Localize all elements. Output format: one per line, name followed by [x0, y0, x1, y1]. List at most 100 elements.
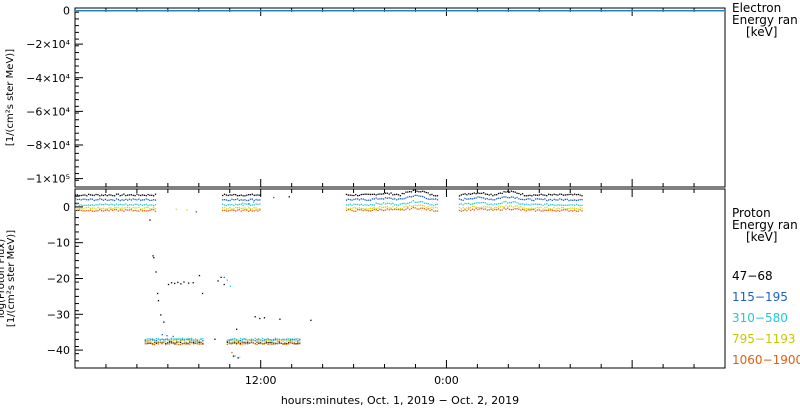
data-point: [286, 342, 288, 345]
data-point: [282, 339, 284, 341]
data-point: [247, 343, 249, 345]
data-point: [420, 191, 422, 193]
legend-subtitle: Energy ran: [732, 13, 798, 27]
data-point: [353, 210, 355, 212]
data-point: [479, 192, 481, 195]
data-point: [239, 340, 241, 342]
data-point: [551, 194, 553, 196]
data-point: [227, 194, 229, 197]
data-point: [119, 209, 121, 211]
data-point: [431, 198, 433, 200]
data-point: [179, 339, 182, 342]
data-point: [429, 198, 431, 200]
data-point: [248, 339, 251, 342]
data-point: [468, 208, 470, 210]
data-point: [136, 193, 138, 195]
data-point: [86, 207, 88, 209]
data-point: [407, 205, 409, 208]
y-tick-label: −2×10⁴: [26, 38, 70, 51]
data-point: [152, 343, 154, 346]
data-point: [495, 194, 498, 196]
data-point: [549, 208, 552, 210]
data-point: [410, 201, 413, 203]
data-point: [241, 343, 243, 345]
data-point: [531, 209, 533, 211]
data-point: [108, 210, 110, 212]
data-point: [403, 198, 405, 200]
data-point: [520, 206, 522, 208]
data-point: [572, 204, 574, 206]
data-point: [549, 194, 552, 196]
data-point: [196, 339, 198, 341]
data-point: [503, 191, 505, 193]
data-point: [153, 343, 156, 346]
data-point: [289, 338, 292, 340]
data-point: [170, 339, 172, 341]
data-point: [151, 204, 153, 206]
data-point: [538, 207, 540, 209]
data-point: [153, 257, 155, 259]
data-point: [248, 194, 250, 196]
data-point: [97, 210, 99, 212]
data-point: [233, 199, 235, 201]
data-point: [514, 207, 516, 210]
data-point: [538, 209, 540, 211]
legend-subtitle: Energy ran: [732, 218, 798, 232]
data-point: [549, 204, 552, 206]
data-point: [416, 201, 418, 203]
data-point: [384, 192, 387, 194]
data-point: [523, 209, 526, 211]
data-point: [106, 203, 108, 206]
data-point: [165, 340, 167, 343]
data-point: [560, 209, 563, 211]
data-point: [562, 199, 565, 201]
data-point: [78, 195, 81, 197]
data-point: [399, 195, 401, 197]
data-point: [245, 343, 247, 345]
data-point: [427, 192, 429, 194]
data-point: [166, 342, 169, 344]
data-point: [540, 206, 542, 209]
data-point: [237, 340, 240, 342]
data-point: [250, 339, 253, 341]
data-point: [102, 194, 105, 197]
data-point: [381, 193, 383, 195]
data-point: [187, 343, 189, 345]
data-point: [257, 203, 259, 205]
data-point: [508, 208, 511, 211]
data-point: [540, 198, 542, 200]
data-point: [559, 210, 561, 212]
data-point: [381, 207, 383, 209]
data-point: [140, 194, 142, 197]
data-point: [172, 342, 174, 345]
data-point: [110, 203, 112, 205]
data-point: [542, 194, 544, 196]
data-point: [488, 198, 490, 201]
data-point: [293, 342, 295, 344]
data-point: [562, 194, 565, 196]
data-point: [189, 338, 191, 340]
data-point: [189, 343, 191, 345]
data-point: [114, 204, 116, 206]
data-point: [157, 341, 159, 343]
data-point: [423, 208, 426, 210]
data-point: [255, 194, 257, 196]
data-point: [466, 198, 468, 200]
data-point: [566, 204, 568, 206]
data-point: [534, 210, 537, 212]
data-point: [403, 202, 405, 204]
data-point: [255, 207, 257, 209]
data-point: [297, 338, 299, 340]
data-point: [533, 199, 535, 202]
data-point: [458, 203, 461, 205]
data-point: [82, 210, 84, 212]
data-point: [460, 199, 462, 201]
data-point: [469, 193, 472, 195]
data-point: [373, 198, 375, 200]
data-point: [175, 208, 177, 210]
data-point: [240, 194, 242, 196]
data-point: [274, 338, 277, 341]
data-point: [251, 208, 254, 210]
data-point: [533, 203, 535, 205]
y-tick-label: −1×10⁵: [26, 173, 70, 186]
